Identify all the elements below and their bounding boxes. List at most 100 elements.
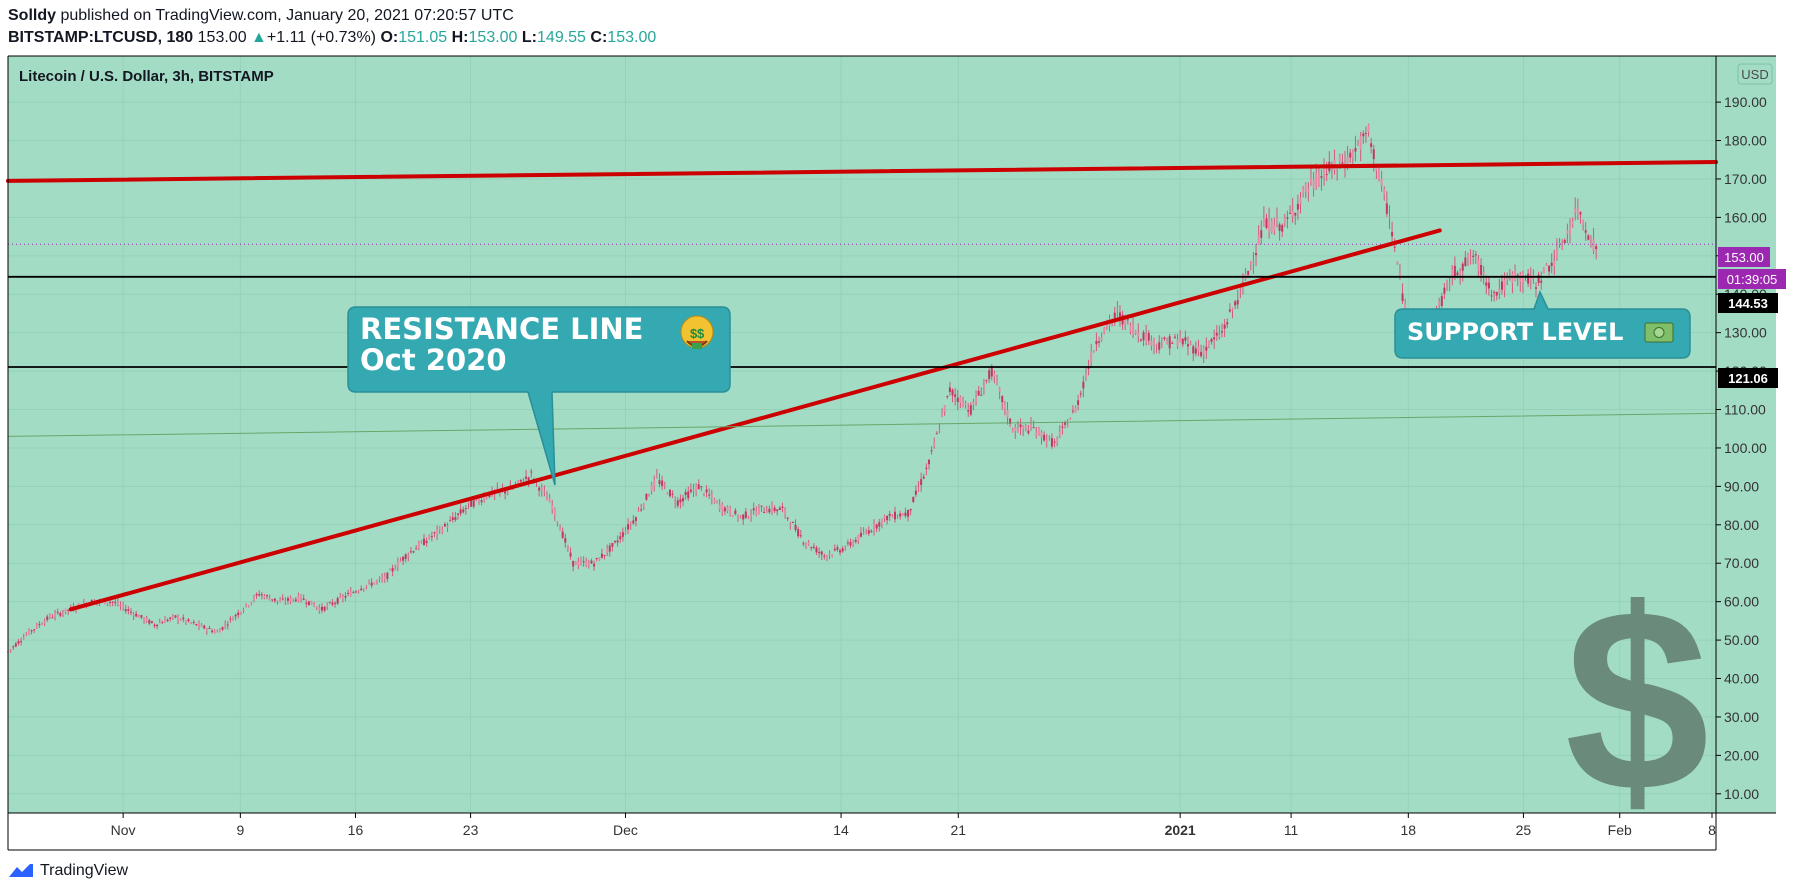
candle-body bbox=[208, 627, 211, 629]
candle-body bbox=[899, 513, 902, 517]
candle-body bbox=[807, 542, 810, 545]
candle-body bbox=[292, 598, 295, 601]
candle-body bbox=[1202, 347, 1205, 355]
resistance-callout[interactable]: $ $ bbox=[347, 306, 731, 486]
candle-body bbox=[786, 517, 789, 519]
candle-body bbox=[564, 538, 567, 543]
candle-body bbox=[190, 622, 193, 624]
candle-body bbox=[687, 491, 690, 499]
candle-body bbox=[857, 535, 860, 541]
last-price-tag[interactable]: 153.00 bbox=[1718, 247, 1770, 267]
level-tag-2[interactable]: 121.06 bbox=[1718, 368, 1778, 388]
x-tick-label: 16 bbox=[348, 822, 364, 838]
candle-body bbox=[634, 517, 637, 521]
candle-body bbox=[1281, 225, 1284, 232]
x-tick-label: 23 bbox=[463, 822, 479, 838]
candle-body bbox=[1197, 346, 1200, 352]
level-tag-1[interactable]: 144.53 bbox=[1718, 293, 1778, 313]
candle-body bbox=[1469, 258, 1472, 260]
candle-body bbox=[143, 618, 146, 621]
candle-body bbox=[1383, 188, 1386, 195]
candle-body bbox=[336, 598, 339, 604]
candle-body bbox=[1095, 340, 1098, 345]
candle-body bbox=[1359, 135, 1362, 150]
candle-body bbox=[20, 641, 23, 643]
money-bill-icon bbox=[1644, 322, 1674, 343]
candle-body bbox=[1506, 276, 1509, 280]
candle-body bbox=[925, 467, 928, 469]
candle-body bbox=[504, 490, 507, 494]
candle-body bbox=[255, 594, 258, 596]
candle-body bbox=[1192, 346, 1195, 354]
ohlc-header: BITSTAMP:LTCUSD, 180 153.00 ▲+1.11 (+0.7… bbox=[8, 29, 656, 47]
candle-body bbox=[148, 620, 151, 624]
candle-body bbox=[229, 618, 232, 620]
candle-body bbox=[54, 613, 57, 617]
candle-body bbox=[1574, 208, 1577, 213]
candle-body bbox=[642, 504, 645, 507]
candle-body bbox=[744, 511, 747, 518]
candle-body bbox=[859, 532, 862, 537]
candle-body bbox=[1249, 263, 1252, 265]
candle-body bbox=[836, 547, 839, 550]
candle-body bbox=[323, 606, 326, 611]
support-callout[interactable] bbox=[1394, 290, 1691, 359]
resistance-callout-bubble bbox=[347, 306, 731, 486]
candle-body bbox=[891, 516, 894, 518]
price-scale[interactable] bbox=[1716, 56, 1776, 813]
candle-body bbox=[1362, 133, 1365, 137]
candle-body bbox=[1231, 308, 1234, 311]
candle-body bbox=[315, 606, 318, 608]
candle-body bbox=[975, 397, 978, 402]
candle-body bbox=[17, 641, 20, 644]
candle-body bbox=[1218, 334, 1221, 338]
candle-body bbox=[1092, 351, 1095, 353]
candle-body bbox=[893, 511, 896, 520]
candle-body bbox=[25, 634, 28, 636]
candle-body bbox=[365, 585, 368, 587]
candle-body bbox=[747, 516, 750, 518]
candle-body bbox=[1456, 272, 1459, 276]
candle-body bbox=[404, 554, 407, 559]
y-tick-label: 160.00 bbox=[1724, 209, 1767, 225]
candle-body bbox=[525, 476, 528, 479]
candle-body bbox=[1278, 224, 1281, 231]
y-tick-label: 40.00 bbox=[1724, 671, 1759, 687]
candle-body bbox=[862, 532, 865, 534]
candle-body bbox=[663, 485, 666, 487]
footer-brand[interactable]: TradingView bbox=[8, 862, 128, 880]
candle-body bbox=[948, 387, 951, 393]
candle-body bbox=[538, 487, 541, 491]
candle-body bbox=[590, 560, 593, 564]
candle-body bbox=[1393, 246, 1396, 248]
candle-body bbox=[56, 611, 59, 613]
candle-body bbox=[232, 619, 235, 621]
candle-body bbox=[946, 395, 949, 397]
candle-body bbox=[880, 519, 883, 525]
candle-body bbox=[566, 546, 569, 549]
candle-body bbox=[1325, 174, 1328, 176]
candle-body bbox=[226, 624, 229, 626]
candle-body bbox=[409, 551, 412, 553]
currency-badge[interactable] bbox=[1737, 63, 1773, 85]
author-name[interactable]: Solldy bbox=[8, 7, 57, 24]
candle-body bbox=[370, 582, 373, 586]
candle-body bbox=[318, 607, 321, 611]
candle-body bbox=[417, 542, 420, 548]
candle-body bbox=[600, 553, 603, 558]
candle-body bbox=[1493, 291, 1496, 293]
candle-body bbox=[1098, 341, 1101, 343]
candle-body bbox=[116, 601, 119, 605]
candle-body bbox=[187, 619, 190, 622]
chart-plot-area[interactable] bbox=[8, 56, 1716, 813]
candle-body bbox=[22, 637, 25, 640]
candle-body bbox=[763, 512, 766, 514]
candle-body bbox=[794, 524, 797, 530]
candle-body bbox=[284, 601, 287, 603]
candle-body bbox=[1448, 284, 1451, 286]
candle-body bbox=[415, 548, 418, 550]
candle-body bbox=[582, 561, 585, 563]
candle-body bbox=[778, 507, 781, 510]
candle-body bbox=[119, 604, 122, 606]
